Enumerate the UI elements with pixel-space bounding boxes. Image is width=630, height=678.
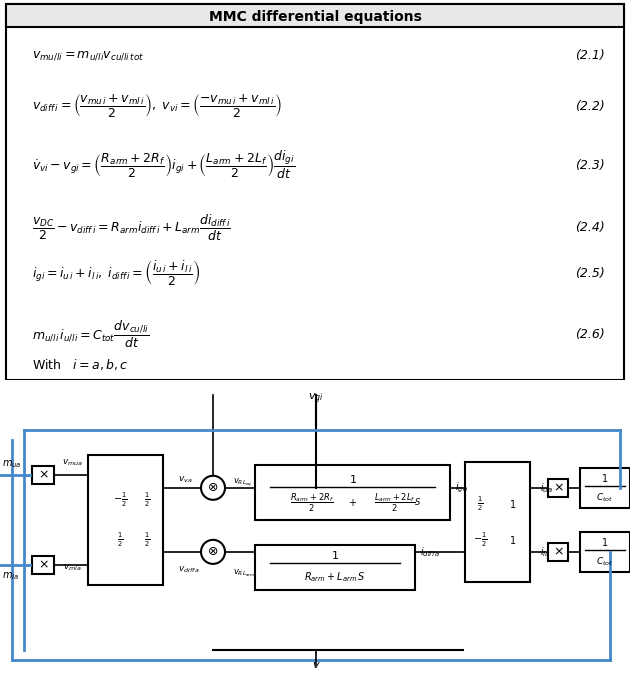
Text: $m_{la}$: $m_{la}$: [2, 570, 19, 582]
Text: $\times$: $\times$: [553, 545, 563, 559]
Text: $i_{ua}$: $i_{ua}$: [540, 481, 553, 495]
FancyBboxPatch shape: [580, 468, 630, 508]
FancyBboxPatch shape: [580, 532, 630, 572]
Text: $v_{gi}$: $v_{gi}$: [308, 392, 324, 406]
FancyBboxPatch shape: [548, 479, 568, 497]
Text: (2.3): (2.3): [575, 159, 605, 172]
Text: With   $i = a, b, c$: With $i = a, b, c$: [32, 357, 128, 372]
Text: $m_{u/li}\,i_{u/li} = C_{tot}\dfrac{dv_{cu/li}}{dt}$: $m_{u/li}\,i_{u/li} = C_{tot}\dfrac{dv_{…: [32, 319, 149, 350]
Text: $i_{la}$: $i_{la}$: [540, 545, 550, 559]
Text: $v_{mu/li} = m_{u/li}v_{cu/li\,tot}$: $v_{mu/li} = m_{u/li}v_{cu/li\,tot}$: [32, 49, 144, 62]
Text: (2.5): (2.5): [575, 267, 605, 280]
FancyBboxPatch shape: [255, 545, 415, 590]
Text: $i_{gi} = i_{u\,i} + i_{l\,i},\; i_{diff\,i} = \left(\dfrac{i_{u\,i} + i_{l\,i}}: $i_{gi} = i_{u\,i} + i_{l\,i},\; i_{diff…: [32, 259, 200, 288]
Text: $\times$: $\times$: [38, 468, 49, 481]
Text: $\dfrac{L_{arm}+2L_f}{2}S$: $\dfrac{L_{arm}+2L_f}{2}S$: [374, 492, 421, 514]
Text: $-\frac{1}{2}$: $-\frac{1}{2}$: [472, 531, 487, 549]
Text: $1$: $1$: [348, 473, 357, 485]
Text: $\frac{1}{2}$: $\frac{1}{2}$: [477, 495, 483, 513]
Text: $\dfrac{R_{arm}+2R_f}{2}$: $\dfrac{R_{arm}+2R_f}{2}$: [290, 492, 335, 514]
Circle shape: [201, 540, 225, 564]
Text: $m_{ua}$: $m_{ua}$: [2, 458, 21, 470]
FancyBboxPatch shape: [548, 543, 568, 561]
Text: $\dot{v}_{vi} - v_{gi} = \left(\dfrac{R_{arm} + 2R_f}{2}\right)i_{gi} + \left(\d: $\dot{v}_{vi} - v_{gi} = \left(\dfrac{R_…: [32, 149, 295, 181]
Text: $1$: $1$: [602, 472, 609, 484]
Text: $v_{mua}$: $v_{mua}$: [62, 457, 83, 468]
Text: $v_{RL_{eq}}$: $v_{RL_{eq}}$: [233, 477, 252, 489]
Text: $v_{va}$: $v_{va}$: [178, 475, 193, 485]
Text: $R_{arm} + L_{arm}\,S$: $R_{arm} + L_{arm}\,S$: [304, 570, 366, 584]
Text: $1$: $1$: [331, 549, 339, 561]
Text: $1$: $1$: [510, 498, 517, 510]
Text: (2.6): (2.6): [575, 327, 605, 340]
Text: $v_{diff\,i} = \left(\dfrac{v_{mu\,i} + v_{ml\,i}}{2}\right),\; v_{vi} = \left(\: $v_{diff\,i} = \left(\dfrac{v_{mu\,i} + …: [32, 93, 282, 120]
Text: (2.4): (2.4): [575, 221, 605, 235]
Text: $\frac{1}{2}$: $\frac{1}{2}$: [144, 491, 151, 509]
FancyBboxPatch shape: [255, 465, 450, 520]
FancyBboxPatch shape: [6, 4, 624, 380]
Text: $v_{diff\,a}$: $v_{diff\,a}$: [178, 565, 200, 575]
Text: $+$: $+$: [348, 497, 357, 508]
Text: $\frac{1}{2}$: $\frac{1}{2}$: [117, 531, 123, 549]
Text: $1$: $1$: [510, 534, 517, 546]
Text: $v_{RL_{arm}}$: $v_{RL_{arm}}$: [233, 567, 255, 578]
Text: $C_{tot}$: $C_{tot}$: [597, 492, 614, 504]
Text: $\otimes$: $\otimes$: [207, 545, 219, 559]
Text: $i_{diff\,a}$: $i_{diff\,a}$: [420, 545, 440, 559]
Text: $1$: $1$: [602, 536, 609, 548]
Text: $-\frac{1}{2}$: $-\frac{1}{2}$: [113, 491, 128, 509]
Text: $v_{mla}$: $v_{mla}$: [62, 562, 81, 573]
Text: $v$: $v$: [312, 660, 321, 670]
Text: $\times$: $\times$: [553, 481, 563, 494]
Text: $\dfrac{v_{DC}}{2} - v_{diff\,i} = R_{arm}i_{diff\,i} + L_{arm}\dfrac{di_{diff\,: $\dfrac{v_{DC}}{2} - v_{diff\,i} = R_{ar…: [32, 213, 231, 243]
FancyBboxPatch shape: [6, 4, 624, 26]
Text: (2.1): (2.1): [575, 49, 605, 62]
Text: $\frac{1}{2}$: $\frac{1}{2}$: [144, 531, 151, 549]
FancyBboxPatch shape: [32, 556, 54, 574]
FancyBboxPatch shape: [32, 466, 54, 484]
FancyBboxPatch shape: [88, 455, 163, 585]
FancyBboxPatch shape: [465, 462, 530, 582]
Text: MMC differential equations: MMC differential equations: [209, 10, 421, 24]
Circle shape: [201, 476, 225, 500]
Text: $\otimes$: $\otimes$: [207, 481, 219, 494]
Text: (2.2): (2.2): [575, 100, 605, 113]
Text: $C_{tot}$: $C_{tot}$: [597, 556, 614, 568]
Text: $i_{ga}$: $i_{ga}$: [455, 481, 467, 495]
Text: $\times$: $\times$: [38, 559, 49, 572]
